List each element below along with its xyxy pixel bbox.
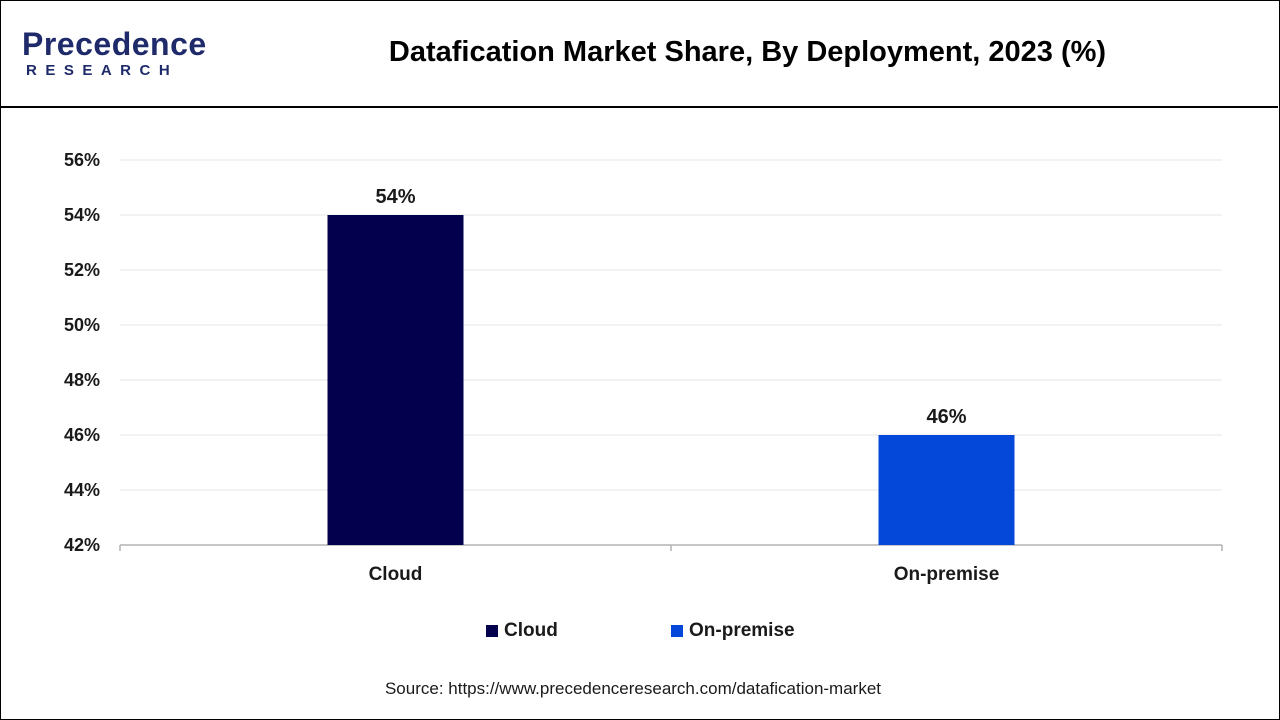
legend-item-cloud: Cloud [486, 620, 558, 642]
data-label: 46% [926, 406, 966, 428]
bar-cloud [327, 215, 464, 545]
y-tick-label: 56% [64, 150, 100, 170]
x-tick-label: Cloud [369, 564, 423, 585]
legend-swatch-cloud [486, 625, 498, 637]
logo-secondary-text: RESEARCH [26, 62, 179, 79]
chart-legend: Cloud On-premise [0, 620, 1280, 644]
chart-title: Datafication Market Share, By Deployment… [388, 36, 1107, 68]
y-tick-label: 48% [64, 370, 100, 390]
header: Precedence RESEARCH Datafication Market … [0, 0, 1278, 108]
x-tick-label: On-premise [894, 564, 1000, 585]
bar-chart: 42% 44% 46% 48% 50% 52% 54% 56% 54% Cloud 46% On-pr… [64, 150, 1223, 585]
legend-label-on-premise: On-premise [689, 620, 795, 641]
legend-swatch-on-premise [671, 625, 683, 637]
brand-logo: Precedence RESEARCH [22, 26, 222, 86]
y-tick-label: 50% [64, 315, 100, 335]
legend-item-on-premise: On-premise [671, 620, 795, 642]
y-tick-label: 54% [64, 205, 100, 225]
y-tick-label: 46% [64, 425, 100, 445]
source-note: Source: https://www.precedenceresearch.c… [384, 679, 882, 698]
logo-primary-text: Precedence [22, 26, 207, 62]
legend-label-cloud: Cloud [504, 620, 558, 641]
bar-on-premise [878, 435, 1015, 545]
y-tick-label: 52% [64, 260, 100, 280]
data-label: 54% [375, 186, 415, 208]
y-tick-label: 42% [64, 535, 100, 555]
y-tick-label: 44% [64, 480, 100, 500]
